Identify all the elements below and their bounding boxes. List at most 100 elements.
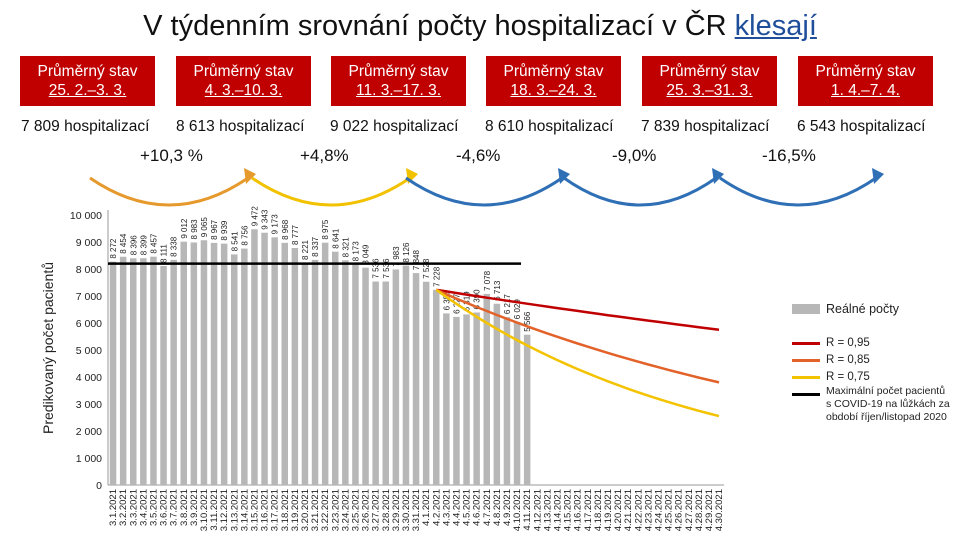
bar-value-label: 5 566 bbox=[523, 311, 532, 332]
bar-value-label: 9 343 bbox=[261, 209, 270, 230]
x-tick-label: 4.24.2021 bbox=[653, 489, 664, 531]
bar-value-label: 7 536 bbox=[382, 258, 391, 279]
bar bbox=[261, 232, 268, 485]
period-range: 18. 3.–24. 3. bbox=[510, 82, 597, 99]
x-tick-label: 3.9.2021 bbox=[189, 489, 200, 526]
change-label-3: -4,6% bbox=[456, 146, 501, 165]
bar-value-label: 8 126 bbox=[402, 242, 411, 263]
x-tick-label: 3.5.2021 bbox=[148, 489, 159, 526]
bar bbox=[301, 263, 309, 485]
bar bbox=[140, 258, 147, 485]
bar bbox=[392, 269, 400, 485]
bar bbox=[231, 254, 238, 485]
bar bbox=[150, 256, 157, 485]
change-label-4: -9,0% bbox=[612, 146, 657, 165]
bar bbox=[180, 241, 187, 485]
bar bbox=[342, 260, 349, 485]
period-range: 25. 3.–31. 3. bbox=[666, 82, 753, 99]
change-arrow bbox=[251, 176, 411, 207]
x-tick-label: 3.26.2021 bbox=[361, 489, 372, 531]
x-tick-label: 3.11.2021 bbox=[209, 489, 220, 531]
projection-line-1 bbox=[436, 288, 720, 332]
period-hosp-1: 7 809 hospitalizací bbox=[21, 118, 150, 135]
bar-value-label: 8 967 bbox=[210, 219, 219, 240]
title-main: V týdenním srovnání počty hospitalizací … bbox=[143, 10, 727, 42]
x-tick-label: 4.19.2021 bbox=[603, 489, 614, 531]
period-box-5: Průměrný stav 25. 3.–31. 3. bbox=[642, 56, 777, 106]
legend-swatch-bars bbox=[792, 304, 820, 314]
legend-label-bars: Reálné počty bbox=[826, 302, 899, 316]
x-tick-label: 4.7.2021 bbox=[482, 489, 493, 526]
period-label: Průměrný stav bbox=[348, 63, 449, 80]
x-tick-label: 3.15.2021 bbox=[249, 489, 260, 531]
bar bbox=[473, 312, 480, 485]
period-label: Průměrný stav bbox=[503, 63, 604, 80]
bar bbox=[281, 242, 288, 485]
bar bbox=[210, 242, 218, 485]
x-tick-label: 4.14.2021 bbox=[552, 489, 563, 531]
x-tick-label: 4.5.2021 bbox=[462, 489, 473, 526]
change-arrow bbox=[719, 176, 877, 207]
x-tick-label: 4.4.2021 bbox=[451, 489, 462, 526]
bar-value-label: 7 228 bbox=[432, 266, 441, 287]
x-tick-label: 3.24.2021 bbox=[340, 489, 351, 531]
bar bbox=[190, 242, 198, 485]
bar-value-label: 8 221 bbox=[301, 239, 310, 260]
x-tick-label: 3.7.2021 bbox=[169, 489, 180, 526]
x-tick-label: 4.10.2021 bbox=[512, 489, 523, 531]
bar bbox=[362, 267, 369, 485]
bar bbox=[311, 259, 319, 485]
change-label-2: +4,8% bbox=[300, 146, 349, 165]
y-tick-label: 1 000 bbox=[76, 453, 102, 465]
bar-value-label: 8 454 bbox=[119, 233, 128, 254]
x-tick-label: 4.25.2021 bbox=[664, 489, 675, 531]
change-label-1: +10,3 % bbox=[140, 146, 203, 165]
period-range: 1. 4.–7. 4. bbox=[831, 82, 900, 99]
bar-value-label: 9 472 bbox=[250, 206, 259, 227]
bar-value-label: 7 528 bbox=[422, 258, 431, 279]
x-tick-label: 3.19.2021 bbox=[290, 489, 301, 531]
x-tick-label: 3.30.2021 bbox=[401, 489, 412, 531]
arrow-head-icon bbox=[872, 168, 884, 184]
bar-value-label: 6 029 bbox=[513, 299, 522, 320]
period-label: Průměrný stav bbox=[659, 63, 760, 80]
bar bbox=[493, 303, 501, 485]
bar bbox=[109, 261, 117, 485]
bar bbox=[443, 313, 450, 485]
bar-value-label: 6 355 bbox=[442, 290, 451, 311]
bar-value-label: 8 399 bbox=[139, 235, 148, 256]
legend-swatch-r075 bbox=[792, 376, 820, 379]
x-tick-label: 3.1.2021 bbox=[108, 489, 119, 526]
bar bbox=[119, 256, 127, 485]
period-box-2: Průměrný stav 4. 3.–10. 3. bbox=[176, 56, 311, 106]
projection-line-3 bbox=[435, 288, 720, 418]
x-tick-label: 4.27.2021 bbox=[684, 489, 695, 531]
period-range: 11. 3.–17. 3. bbox=[355, 82, 442, 99]
x-tick-label: 4.11.2021 bbox=[522, 489, 533, 531]
bar bbox=[220, 243, 228, 485]
x-tick-label: 4.28.2021 bbox=[694, 489, 705, 531]
legend-label-max: Maximální počet pacientů s COVID-19 na l… bbox=[826, 385, 950, 423]
bar-value-label: 8 756 bbox=[240, 225, 249, 246]
legend-swatch-r095 bbox=[792, 342, 820, 345]
bar-value-label: 8 983 bbox=[190, 219, 199, 240]
x-tick-label: 3.6.2021 bbox=[159, 489, 170, 526]
bar bbox=[291, 248, 299, 485]
bar bbox=[422, 281, 430, 485]
x-tick-label: 3.22.2021 bbox=[320, 489, 331, 531]
y-tick-label: 5 000 bbox=[76, 345, 102, 357]
y-tick-label: 2 000 bbox=[76, 426, 102, 438]
bar bbox=[402, 265, 410, 485]
x-tick-label: 4.22.2021 bbox=[633, 489, 644, 531]
x-tick-label: 3.18.2021 bbox=[280, 489, 291, 531]
bar bbox=[523, 334, 531, 485]
bar-value-label: 7 078 bbox=[483, 270, 492, 291]
x-tick-label: 3.31.2021 bbox=[411, 489, 422, 531]
legend-label-r085: R = 0,85 bbox=[826, 354, 870, 366]
y-tick-label: 0 bbox=[96, 480, 102, 492]
period-box-1: Průměrný stav 25. 2.–3. 3. bbox=[20, 56, 155, 106]
x-tick-label: 4.15.2021 bbox=[563, 489, 574, 531]
bar-value-label: 8 939 bbox=[220, 220, 229, 241]
bar bbox=[271, 237, 278, 485]
x-tick-label: 4.6.2021 bbox=[472, 489, 483, 526]
